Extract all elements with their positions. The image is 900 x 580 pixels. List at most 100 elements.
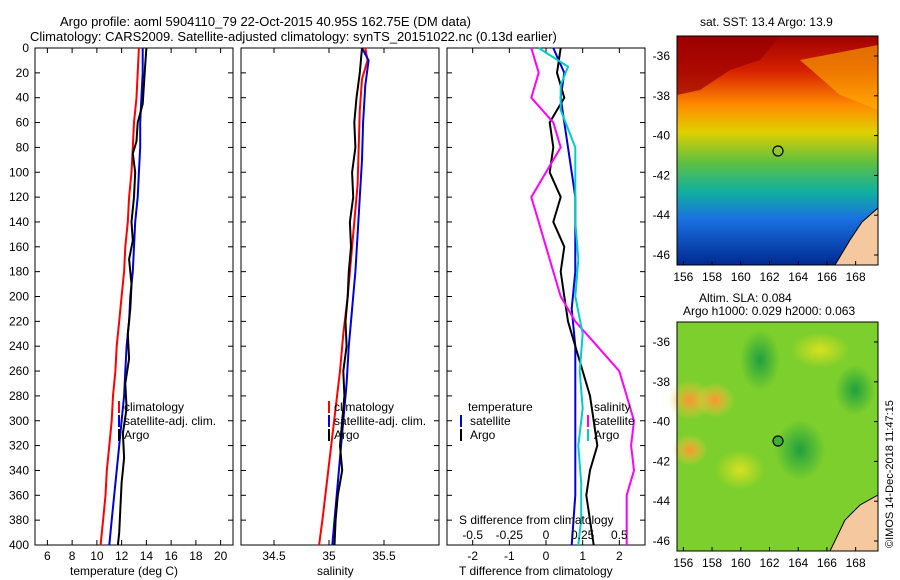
- salinity-panel-frame: [240, 47, 440, 546]
- difference-legend: temperature satellite Argo salinity sate…: [460, 400, 635, 442]
- depth-tick-label: 80: [16, 140, 30, 154]
- x-tick-label: 35: [322, 549, 336, 563]
- sla-high-anomaly: [695, 382, 735, 418]
- sla-mid-anomaly: [790, 332, 850, 368]
- map-x-tick-label: 158: [702, 556, 722, 570]
- difference-x2label: S difference from climatology: [459, 513, 614, 527]
- depth-tick-label: 140: [9, 215, 29, 229]
- map-y-tick-label: -44: [653, 208, 671, 222]
- legend-temperature: temperature: [468, 400, 533, 414]
- difference-panel-frame: [446, 47, 646, 546]
- map-x-tick-label: 160: [731, 556, 751, 570]
- map-y-tick-label: -42: [653, 454, 671, 468]
- credit-text: ©IMOS 14-Dec-2018 11:47:15: [884, 400, 896, 548]
- sla-low-anomaly: [835, 365, 875, 415]
- legend-t-argo: Argo: [470, 428, 496, 442]
- sla-low-anomaly: [775, 420, 825, 480]
- sla-map-title: Altim. SLA: 0.084: [699, 291, 792, 305]
- map-y-tick-label: -44: [653, 494, 671, 508]
- map-x-tick-label: 168: [846, 270, 866, 284]
- depth-tick-label: 120: [9, 190, 29, 204]
- x-tick-label: -1: [504, 549, 515, 563]
- sst-map-axes: 156 158 160 162 164 166 168 -36 -38 -40 -42 -44 -46: [653, 49, 878, 284]
- sst-map: [676, 35, 879, 266]
- difference-chart: -2 -1 0 1 2 -0.5 -0.25 0 0.25 0.5: [447, 47, 645, 563]
- map-y-tick-label: -46: [653, 534, 671, 548]
- depth-tick-label: 260: [9, 364, 29, 378]
- salinity-legend: climatology satellite-adj. clim. Argo: [328, 400, 426, 442]
- map-x-tick-label: 158: [702, 270, 722, 284]
- x-tick-label: 12: [115, 549, 129, 563]
- series-line-argo: [333, 47, 363, 546]
- salinity-chart: 34.5 35 35.5: [241, 47, 439, 563]
- legend-s-satellite: satellite: [594, 414, 635, 428]
- x-tick-label: 35.5: [372, 549, 396, 563]
- sla-map: [668, 321, 879, 552]
- map-y-tick-label: -46: [653, 248, 671, 262]
- series-line-climatology: [318, 47, 369, 546]
- map-x-tick-label: 164: [788, 270, 808, 284]
- depth-tick-label: 200: [9, 290, 29, 304]
- x-tick-label: 16: [164, 549, 178, 563]
- depth-tick-label: 340: [9, 463, 29, 477]
- sla-mid-anomaly: [715, 450, 765, 490]
- argo-location-marker: [772, 145, 784, 157]
- temperature-xlabel: temperature (deg C): [70, 564, 178, 578]
- depth-tick-label: 180: [9, 265, 29, 279]
- depth-tick-label: 160: [9, 240, 29, 254]
- x-tick-label: 14: [140, 549, 154, 563]
- map-y-tick-label: -38: [653, 375, 671, 389]
- sla-map-frame: [676, 321, 879, 552]
- x-tick-label: 20: [214, 549, 228, 563]
- map-x-tick-label: 162: [759, 270, 779, 284]
- map-y-tick-label: -36: [653, 49, 671, 63]
- map-y-tick-label: -38: [653, 89, 671, 103]
- map-x-tick-label: 156: [673, 556, 693, 570]
- temperature-chart: 6 8 10 12 14 16 18 20: [35, 47, 233, 563]
- sst-warm-patch-east: [800, 45, 878, 110]
- header-line2: Climatology: CARS2009. Satellite-adjuste…: [30, 29, 557, 44]
- map-x-tick-label: 166: [817, 556, 837, 570]
- map-x-tick-label: 162: [759, 556, 779, 570]
- sla-high-anomaly: [672, 434, 708, 466]
- sst-warm-patch: [677, 36, 780, 95]
- series-line-argo: [116, 47, 148, 546]
- x2-tick-label: 0.5: [611, 528, 628, 542]
- depth-tick-label: 0: [22, 41, 29, 55]
- argo-location-marker: [772, 435, 784, 447]
- map-y-tick-label: -36: [653, 335, 671, 349]
- depth-tick-label: 20: [16, 66, 30, 80]
- header-line1: Argo profile: aoml 5904110_79 22-Oct-201…: [60, 14, 471, 29]
- sla-map-axes: 156 158 160 162 164 166 168 -36 -38 -40 -42 -44 -46: [653, 335, 878, 570]
- x-tick-label: 10: [90, 549, 104, 563]
- map-x-tick-label: 164: [788, 556, 808, 570]
- series-line-climatology: [99, 47, 140, 546]
- x2-tick-label: 0.25: [571, 528, 595, 542]
- legend-satellite: satellite-adj. clim.: [334, 414, 426, 428]
- map-y-tick-label: -42: [653, 168, 671, 182]
- legend-s-argo: Argo: [594, 428, 620, 442]
- depth-tick-label: 40: [16, 91, 30, 105]
- x2-tick-label: -0.25: [496, 528, 524, 542]
- series-line-t-argo: [548, 47, 599, 546]
- sla-low-anomaly: [740, 330, 780, 390]
- depth-tick-label: 100: [9, 165, 29, 179]
- legend-t-satellite: satellite: [470, 414, 511, 428]
- series-line-s-satellite: [530, 47, 636, 545]
- sst-map-title: sat. SST: 13.4 Argo: 13.9: [700, 15, 833, 29]
- x-tick-label: 0: [543, 549, 550, 563]
- map-x-tick-label: 168: [846, 556, 866, 570]
- x-tick-label: 18: [189, 549, 203, 563]
- legend-satellite: satellite-adj. clim.: [124, 414, 216, 428]
- sst-map-frame: [676, 35, 879, 266]
- map-y-tick-label: -40: [653, 415, 671, 429]
- depth-tick-label: 360: [9, 488, 29, 502]
- map-x-tick-label: 156: [673, 270, 693, 284]
- map-y-tick-label: -40: [653, 129, 671, 143]
- depth-axis: 0 20 40 60 80 100 120 140 160 180 200 220 240 260 280 3…: [9, 41, 29, 552]
- x2-tick-label: -0.5: [462, 528, 483, 542]
- x-tick-label: 1: [579, 549, 586, 563]
- x-tick-label: -2: [467, 549, 478, 563]
- depth-tick-label: 280: [9, 389, 29, 403]
